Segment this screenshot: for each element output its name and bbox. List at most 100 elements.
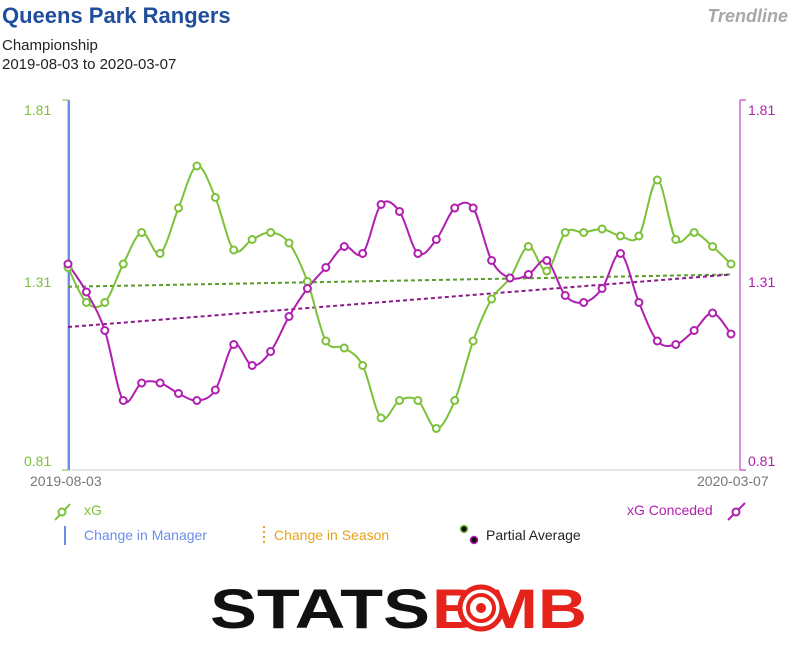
data-point-xg [229, 245, 239, 255]
data-point-conceded [358, 249, 368, 258]
x-start-label: 2019-08-03 [30, 473, 102, 489]
data-point-conceded [597, 284, 607, 293]
data-point-xg [358, 361, 368, 370]
data-point-conceded [671, 340, 681, 349]
y-right-tick-label: 1.81 [748, 102, 775, 118]
logo-text-stats: STATS [210, 578, 430, 638]
trendline-xg [67, 273, 732, 288]
data-point-conceded [468, 203, 478, 213]
data-point-xg [560, 228, 570, 237]
data-point-xg [634, 231, 644, 241]
data-point-conceded [395, 207, 404, 216]
y-left-tick-label: 1.81 [24, 102, 51, 118]
data-point-conceded [155, 378, 165, 388]
data-point-xg [726, 259, 736, 269]
legend-xg-label: xG [84, 502, 102, 518]
data-point-conceded [321, 263, 331, 272]
x-end-label: 2020-03-07 [697, 473, 769, 489]
data-point-conceded [689, 326, 699, 335]
data-point-xg [652, 175, 662, 185]
competition-label: Championship [2, 37, 98, 54]
data-point-conceded [413, 249, 423, 258]
series-lines [67, 165, 732, 430]
legend: xG xG Conceded Change in Manager Change … [54, 502, 746, 545]
data-point-conceded [100, 326, 110, 335]
data-point-xg [431, 424, 441, 433]
y-left-tick-label: 1.31 [24, 274, 51, 290]
data-point-conceded [266, 347, 276, 356]
data-point-conceded [229, 340, 239, 349]
trendline-badge: Trendline [707, 6, 788, 26]
data-point-conceded [542, 256, 552, 265]
data-point-conceded [339, 242, 349, 251]
data-point-xg [395, 396, 404, 405]
data-point-conceded [302, 284, 312, 293]
data-point-xg [321, 336, 331, 346]
statsbomb-logo: STATS BMB [210, 578, 587, 638]
data-point-conceded [708, 308, 718, 318]
data-point-xg [137, 228, 147, 237]
data-point-xg [376, 413, 386, 423]
data-point-xg [192, 161, 202, 171]
series-line-xg [67, 165, 732, 430]
data-point-conceded [523, 270, 533, 279]
data-point-conceded [118, 396, 128, 405]
data-point-conceded [63, 259, 73, 269]
data-point-conceded [487, 256, 497, 265]
data-point-xg [616, 231, 625, 241]
data-point-conceded [450, 203, 460, 213]
data-point-xg [302, 277, 312, 286]
data-point-xg [155, 249, 165, 258]
legend-conceded-icon [727, 502, 746, 521]
data-point-xg [468, 336, 478, 346]
target-icon [457, 584, 505, 632]
chart-axes: 1.81 1.31 0.81 1.81 1.31 0.81 2019-08-03… [24, 99, 775, 489]
data-point-conceded [376, 200, 386, 209]
legend-partial-icon [459, 524, 479, 545]
data-point-conceded [174, 389, 183, 398]
data-point-xg [210, 193, 220, 202]
data-point-conceded [634, 298, 644, 307]
data-point-conceded [616, 249, 625, 258]
data-point-conceded [579, 298, 589, 307]
legend-conceded-label: xG Conceded [627, 502, 713, 518]
data-point-conceded [284, 312, 294, 321]
data-point-xg [487, 294, 497, 304]
data-point-xg [689, 228, 699, 237]
series-line-conceded [67, 200, 732, 404]
data-point-xg [413, 396, 423, 405]
y-right-tick-label: 0.81 [748, 453, 775, 469]
data-point-conceded [137, 378, 147, 388]
data-point-conceded [192, 396, 202, 405]
data-point-xg [284, 238, 294, 248]
trendline-conceded [67, 273, 732, 328]
data-point-conceded [652, 336, 662, 346]
legend-partial-label: Partial Average [486, 527, 581, 543]
data-point-conceded [505, 273, 515, 283]
legend-manager-label: Change in Manager [84, 527, 207, 543]
data-point-xg [118, 259, 128, 269]
data-point-xg [597, 224, 607, 234]
data-point-conceded [726, 329, 736, 339]
date-range-label: 2019-08-03 to 2020-03-07 [2, 56, 177, 73]
logo-text-bmb: BMB [432, 578, 587, 638]
data-point-conceded [431, 235, 441, 244]
y-left-tick-label: 0.81 [24, 453, 51, 469]
y-right-tick-label: 1.31 [748, 274, 775, 290]
data-point-xg [81, 298, 91, 307]
legend-xg-icon [54, 503, 71, 521]
legend-season-label: Change in Season [274, 527, 389, 543]
data-point-xg [247, 235, 257, 244]
data-point-xg [579, 228, 589, 237]
data-point-xg [671, 235, 681, 244]
data-point-xg [100, 298, 110, 307]
data-point-conceded [210, 385, 220, 395]
series-points [63, 161, 736, 433]
data-point-conceded [81, 287, 91, 297]
data-point-xg [542, 266, 552, 276]
data-point-conceded [247, 361, 257, 370]
data-point-conceded [560, 291, 570, 300]
data-point-xg [708, 242, 718, 251]
data-point-xg [174, 203, 183, 213]
